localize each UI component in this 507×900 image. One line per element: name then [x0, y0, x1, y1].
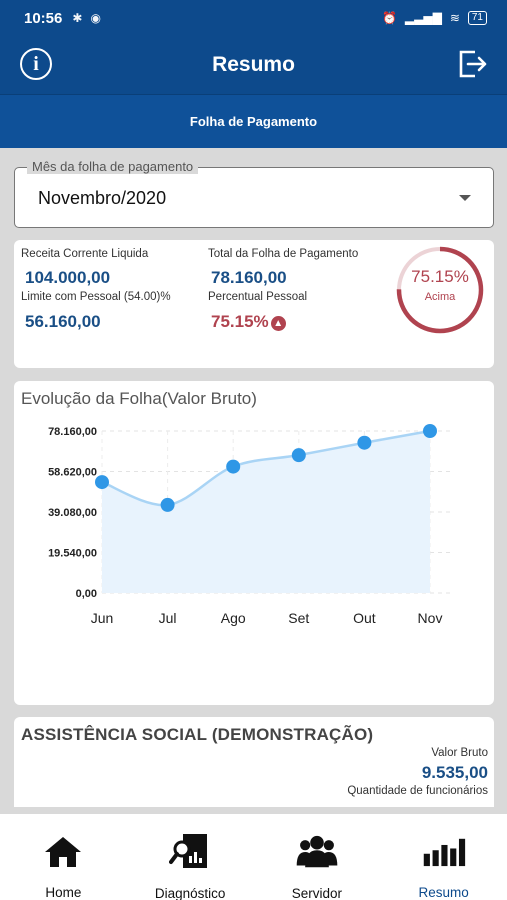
bluetooth-icon: ✱	[72, 11, 83, 25]
month-select-label: Mês da folha de pagamento	[27, 159, 199, 174]
data-point	[160, 497, 175, 512]
y-tick-label: 39.080,00	[48, 507, 97, 519]
percentual-value: 75.15%	[211, 312, 269, 331]
wifi-icon: ≋	[449, 11, 460, 25]
tab-bar: Folha de Pagamento	[0, 94, 507, 148]
data-point	[357, 435, 372, 450]
valor-bruto-label: Valor Bruto	[431, 747, 488, 759]
total-label: Total da Folha de Pagamento	[208, 248, 359, 260]
x-tick-label: Jun	[91, 610, 114, 626]
data-point	[291, 448, 306, 463]
percentual-label: Percentual Pessoal	[208, 291, 308, 303]
x-tick-label: Set	[288, 610, 309, 626]
bottom-nav: Home Diagnóstico Servido	[0, 814, 507, 900]
arrow-up-icon: ▲	[270, 316, 286, 331]
battery-icon: 71	[467, 11, 487, 25]
social-card-title: ASSISTÊNCIA SOCIAL (DEMONSTRAÇÃO)	[21, 725, 374, 744]
chart-title: Evolução da Folha(Valor Bruto)	[21, 389, 257, 408]
summary-card: Receita Corrente Liquida 104.000,00 Limi…	[14, 240, 494, 368]
nav-home-label: Home	[45, 885, 82, 900]
y-tick-label: 78.160,00	[48, 426, 97, 438]
nav-home[interactable]: Home	[0, 814, 127, 900]
total-value: 78.160,00	[211, 268, 287, 287]
nav-diagnostico-label: Diagnóstico	[154, 886, 226, 900]
y-tick-label: 0,00	[76, 588, 97, 600]
percentual-gauge	[396, 246, 484, 334]
payroll-chart: 78.160,00 58.620,00 39.080,00 19.540,00 0,00…	[48, 424, 454, 626]
month-select[interactable]: Mês da folha de pagamento Novembro/2020	[14, 159, 494, 228]
nav-resumo[interactable]: Resumo	[380, 814, 507, 900]
nav-servidor-label: Servidor	[291, 886, 343, 900]
quantidade-label: Quantidade de funcionários	[347, 785, 488, 797]
data-point	[95, 475, 109, 490]
whatsapp-icon: ◉	[90, 11, 101, 25]
series-area	[102, 431, 430, 593]
gauge-status: Acima	[424, 291, 456, 303]
limite-value: 56.160,00	[25, 312, 101, 331]
percentual-value-wrap: 75.15% ▲	[211, 312, 286, 332]
y-tick-label: 19.540,00	[48, 548, 97, 560]
app-bar: i Resumo	[0, 36, 507, 94]
home-icon	[41, 832, 85, 871]
data-point	[226, 459, 241, 474]
people-icon	[295, 832, 339, 872]
social-card[interactable]: ASSISTÊNCIA SOCIAL (DEMONSTRAÇÃO) Valor …	[14, 717, 494, 807]
x-tick-label: Nov	[418, 610, 443, 626]
limite-label: Limite com Pessoal (54.00)%	[21, 291, 171, 303]
signal-icon: ▂▃▅▇	[404, 11, 442, 25]
month-select-value: Novembro/2020	[38, 188, 167, 208]
chart-card: Evolução da Folha(Valor Bruto) 78.160,00…	[14, 381, 494, 705]
x-tick-label: Out	[353, 610, 376, 626]
valor-bruto-value: 9.535,00	[421, 763, 488, 782]
x-tick-label: Ago	[221, 610, 246, 626]
receita-value: 104.000,00	[25, 268, 111, 287]
nav-resumo-label: Resumo	[418, 885, 469, 900]
receita-label: Receita Corrente Liquida	[21, 248, 149, 260]
chevron-down-icon	[459, 195, 471, 201]
gauge-value: 75.15%	[411, 267, 469, 286]
gauge-arc	[396, 246, 484, 334]
status-time: 10:56	[24, 9, 63, 27]
status-bar: 10:56 ✱ ◉ ⏰ ▂▃▅▇ ≋ 71	[0, 0, 507, 36]
bar-chart-icon	[422, 832, 466, 871]
y-tick-label: 58.620,00	[48, 467, 97, 479]
logout-icon[interactable]	[455, 47, 489, 81]
alarm-icon: ⏰	[381, 11, 397, 25]
tab-folha-de-pagamento[interactable]: Folha de Pagamento	[189, 114, 318, 129]
x-tick-label: Jul	[159, 610, 177, 626]
info-icon[interactable]: i	[20, 48, 52, 80]
diagnostic-icon	[168, 832, 212, 872]
nav-servidor[interactable]: Servidor	[254, 814, 381, 900]
page-title: Resumo	[212, 53, 295, 76]
data-point	[423, 424, 437, 438]
nav-diagnostico[interactable]: Diagnóstico	[127, 814, 254, 900]
